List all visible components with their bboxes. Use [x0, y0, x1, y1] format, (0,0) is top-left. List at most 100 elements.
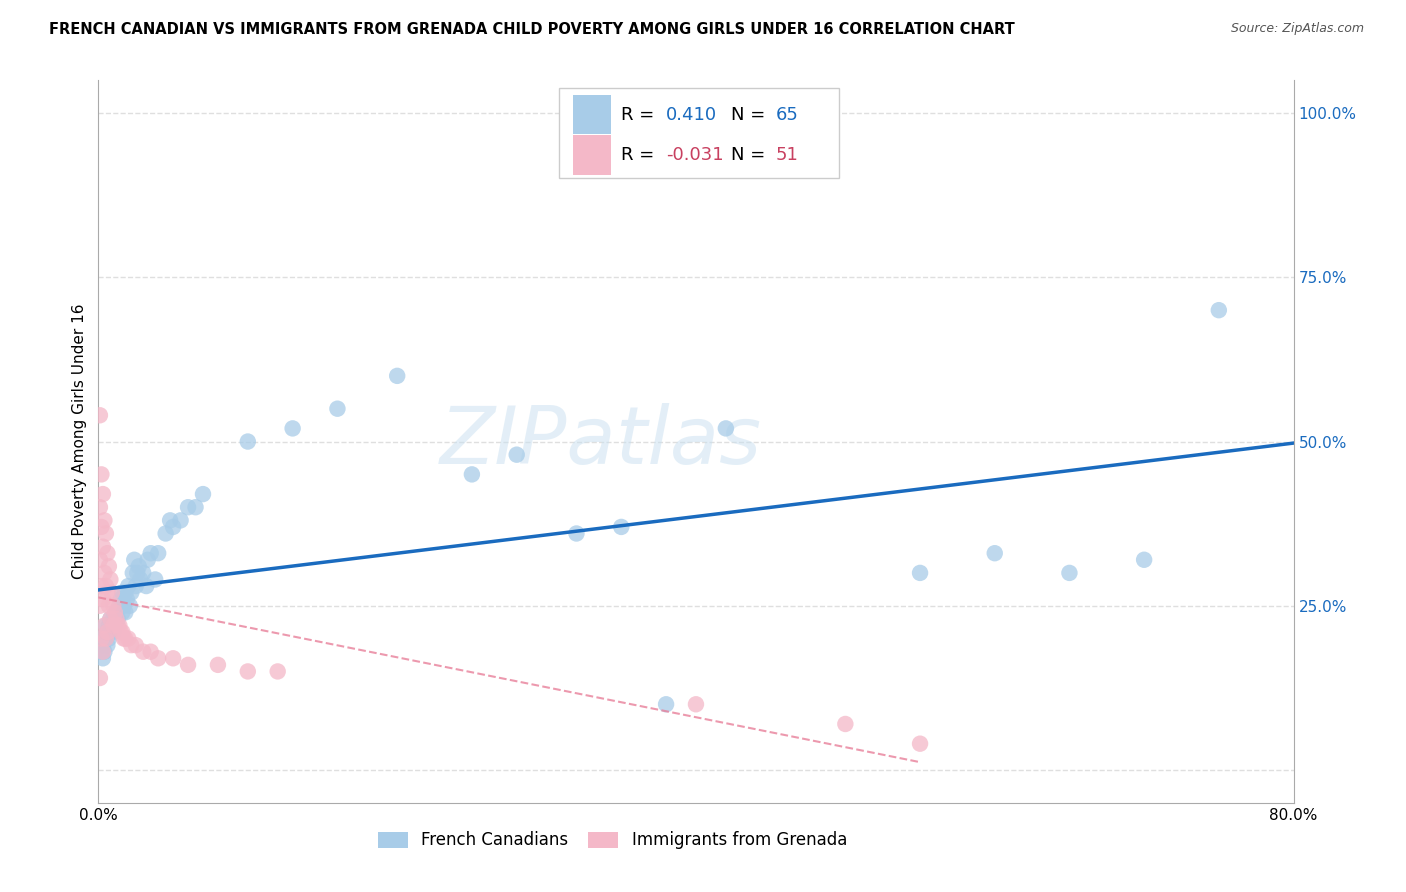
Point: [655, 698, 678, 712]
Point: [385, 368, 409, 383]
Text: Source: ZipAtlas.com: Source: ZipAtlas.com: [1230, 22, 1364, 36]
Point: [1059, 566, 1081, 580]
Point: [610, 520, 633, 534]
Point: [93, 632, 115, 646]
Text: -0.031: -0.031: [666, 146, 724, 164]
Point: [281, 421, 304, 435]
Point: [107, 612, 129, 626]
Point: [91, 638, 114, 652]
Point: [90, 520, 112, 534]
Point: [132, 566, 155, 580]
Point: [125, 638, 148, 652]
Point: [148, 651, 170, 665]
Bar: [572, 95, 612, 135]
Point: [139, 645, 162, 659]
Point: [107, 618, 129, 632]
Point: [93, 618, 115, 632]
Text: FRENCH CANADIAN VS IMMIGRANTS FROM GRENADA CHILD POVERTY AMONG GIRLS UNDER 16 CO: FRENCH CANADIAN VS IMMIGRANTS FROM GRENA…: [49, 22, 1015, 37]
Text: 51: 51: [776, 146, 799, 164]
Point: [89, 632, 111, 646]
Text: R =: R =: [620, 105, 659, 124]
Point: [110, 625, 132, 640]
Point: [834, 717, 856, 731]
FancyBboxPatch shape: [558, 87, 839, 178]
Point: [162, 651, 184, 665]
Point: [714, 421, 737, 435]
Point: [91, 592, 114, 607]
Point: [94, 579, 117, 593]
Point: [125, 579, 148, 593]
Point: [105, 605, 128, 619]
Point: [155, 526, 177, 541]
Point: [94, 618, 117, 632]
Point: [267, 665, 290, 679]
Point: [90, 632, 112, 646]
Point: [117, 632, 139, 646]
Bar: [572, 136, 612, 175]
Point: [93, 645, 115, 659]
Point: [94, 526, 117, 541]
Point: [96, 625, 118, 640]
Text: R =: R =: [620, 146, 659, 164]
Point: [90, 645, 112, 659]
Point: [98, 573, 122, 587]
Point: [139, 546, 162, 560]
Point: [162, 520, 184, 534]
Point: [103, 625, 125, 640]
Point: [177, 657, 200, 672]
Point: [191, 487, 214, 501]
Point: [685, 698, 707, 712]
Point: [103, 599, 125, 613]
Point: [98, 612, 122, 626]
Y-axis label: Child Poverty Among Girls Under 16: Child Poverty Among Girls Under 16: [72, 304, 87, 579]
Point: [236, 665, 259, 679]
Point: [96, 585, 118, 599]
Point: [89, 409, 111, 423]
Point: [93, 566, 115, 580]
Point: [565, 526, 588, 541]
Point: [111, 585, 134, 599]
Point: [96, 546, 118, 560]
Point: [136, 553, 159, 567]
Point: [89, 500, 111, 515]
Point: [91, 540, 114, 554]
Point: [124, 553, 146, 567]
Point: [104, 618, 127, 632]
Point: [117, 579, 139, 593]
Point: [114, 632, 136, 646]
Point: [98, 625, 122, 640]
Point: [90, 579, 112, 593]
Point: [129, 573, 152, 587]
Point: [105, 612, 128, 626]
Point: [101, 585, 124, 599]
Text: ZIPatlas: ZIPatlas: [439, 402, 762, 481]
Point: [91, 487, 114, 501]
Point: [96, 625, 118, 640]
Point: [120, 585, 142, 599]
Text: 65: 65: [776, 105, 799, 124]
Point: [112, 632, 135, 646]
Point: [89, 671, 111, 685]
Point: [91, 651, 114, 665]
Point: [98, 612, 122, 626]
Point: [90, 467, 112, 482]
Point: [148, 546, 170, 560]
Point: [94, 632, 117, 646]
Point: [169, 513, 191, 527]
Point: [111, 605, 134, 619]
Point: [89, 553, 111, 567]
Point: [114, 585, 136, 599]
Point: [908, 737, 931, 751]
Point: [128, 559, 150, 574]
Point: [236, 434, 259, 449]
Point: [114, 605, 136, 619]
Point: [506, 448, 529, 462]
Point: [143, 573, 166, 587]
Point: [103, 618, 125, 632]
Text: 0.410: 0.410: [666, 105, 717, 124]
Point: [112, 599, 135, 613]
Text: N =: N =: [731, 105, 770, 124]
Point: [97, 599, 120, 613]
Point: [461, 467, 484, 482]
Point: [984, 546, 1007, 560]
